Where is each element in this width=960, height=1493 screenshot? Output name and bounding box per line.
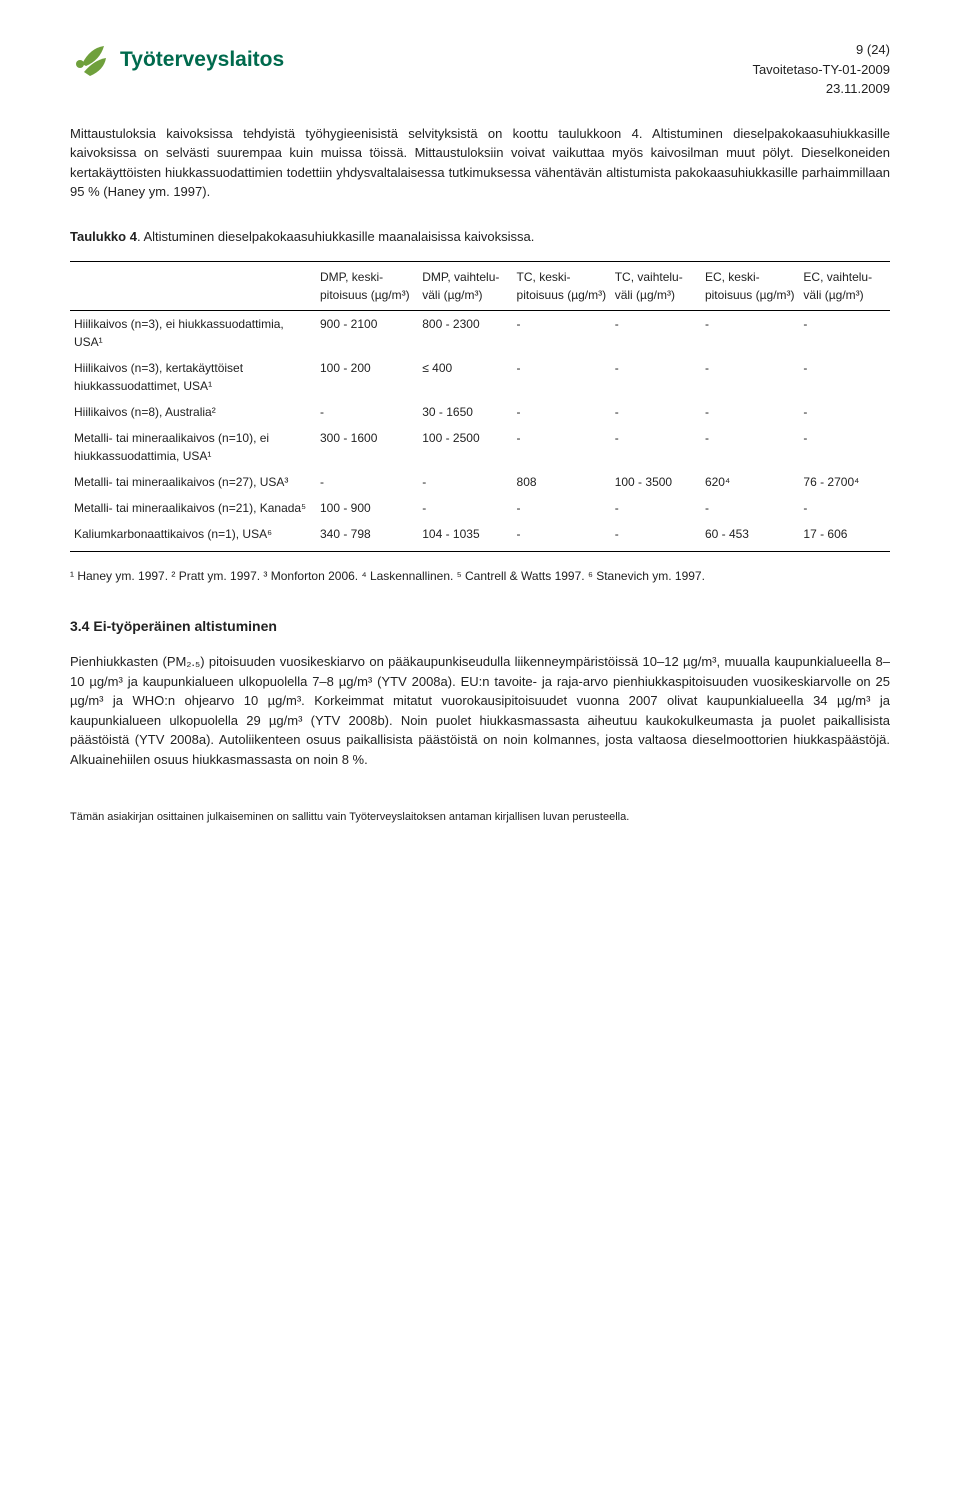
table-cell: 100 - 3500 bbox=[611, 469, 701, 495]
brand-logo: Työterveyslaitos bbox=[70, 40, 284, 80]
table-cell: - bbox=[701, 355, 799, 399]
table-cell: ≤ 400 bbox=[418, 355, 512, 399]
table-cell: - bbox=[799, 311, 890, 356]
table-cell: 900 - 2100 bbox=[316, 311, 418, 356]
intro-paragraph: Mittaustuloksia kaivoksissa tehdyistä ty… bbox=[70, 124, 890, 202]
table-cell: 104 - 1035 bbox=[418, 521, 512, 552]
section-paragraph: Pienhiukkasten (PM₂.₅) pitoisuuden vuosi… bbox=[70, 652, 890, 769]
table-row: Metalli- tai mineraalikaivos (n=10), ei … bbox=[70, 425, 890, 469]
page-header: Työterveyslaitos 9 (24) Tavoitetaso-TY-0… bbox=[70, 40, 890, 99]
table-cell: - bbox=[799, 355, 890, 399]
table-cell: - bbox=[799, 495, 890, 521]
table-cell: - bbox=[611, 521, 701, 552]
table-cell: - bbox=[513, 399, 611, 425]
table-cell: - bbox=[701, 399, 799, 425]
table-cell: - bbox=[611, 425, 701, 469]
table-cell: - bbox=[701, 311, 799, 356]
col-tc-mean: TC, keski-pitoisuus (µg/m³) bbox=[513, 262, 611, 311]
table-cell: 76 - 2700⁴ bbox=[799, 469, 890, 495]
table-cell: - bbox=[611, 311, 701, 356]
table-caption-label: Taulukko 4 bbox=[70, 229, 137, 244]
table-cell: 340 - 798 bbox=[316, 521, 418, 552]
table-cell: - bbox=[316, 399, 418, 425]
table-cell: 100 - 200 bbox=[316, 355, 418, 399]
table-cell: - bbox=[513, 311, 611, 356]
table-cell: 808 bbox=[513, 469, 611, 495]
table-header-row: DMP, keski-pitoisuus (µg/m³) DMP, vaihte… bbox=[70, 262, 890, 311]
table-row: Metalli- tai mineraalikaivos (n=27), USA… bbox=[70, 469, 890, 495]
doc-date: 23.11.2009 bbox=[752, 79, 890, 99]
col-tc-range: TC, vaihtelu-väli (µg/m³) bbox=[611, 262, 701, 311]
table-cell: - bbox=[799, 399, 890, 425]
table-cell: - bbox=[611, 495, 701, 521]
table-cell: 100 - 2500 bbox=[418, 425, 512, 469]
row-label: Hiilikaivos (n=3), kertakäyttöiset hiukk… bbox=[70, 355, 316, 399]
table-cell: 60 - 453 bbox=[701, 521, 799, 552]
doc-reference: Tavoitetaso-TY-01-2009 bbox=[752, 60, 890, 80]
copyright-notice: Tämän asiakirjan osittainen julkaisemine… bbox=[70, 809, 890, 826]
col-ec-mean: EC, keski-pitoisuus (µg/m³) bbox=[701, 262, 799, 311]
table-cell: - bbox=[799, 425, 890, 469]
table-cell: 800 - 2300 bbox=[418, 311, 512, 356]
section-heading: 3.4 Ei-työperäinen altistuminen bbox=[70, 616, 890, 637]
table-cell: - bbox=[611, 355, 701, 399]
table-cell: - bbox=[513, 495, 611, 521]
col-dmp-mean: DMP, keski-pitoisuus (µg/m³) bbox=[316, 262, 418, 311]
page-number: 9 (24) bbox=[752, 40, 890, 60]
table-cell: - bbox=[513, 425, 611, 469]
table-cell: - bbox=[513, 521, 611, 552]
table-row: Kaliumkarbonaattikaivos (n=1), USA⁶340 -… bbox=[70, 521, 890, 552]
table-cell: - bbox=[701, 425, 799, 469]
table-cell: 300 - 1600 bbox=[316, 425, 418, 469]
table-cell: 620⁴ bbox=[701, 469, 799, 495]
table-cell: - bbox=[316, 469, 418, 495]
page-container: Työterveyslaitos 9 (24) Tavoitetaso-TY-0… bbox=[0, 0, 960, 887]
row-label: Hiilikaivos (n=8), Australia² bbox=[70, 399, 316, 425]
row-label: Metalli- tai mineraalikaivos (n=10), ei … bbox=[70, 425, 316, 469]
table-cell: - bbox=[418, 495, 512, 521]
table-row: Hiilikaivos (n=8), Australia²-30 - 1650-… bbox=[70, 399, 890, 425]
table-cell: 17 - 606 bbox=[799, 521, 890, 552]
col-dmp-range: DMP, vaihtelu-väli (µg/m³) bbox=[418, 262, 512, 311]
table-footnotes: ¹ Haney ym. 1997. ² Pratt ym. 1997. ³ Mo… bbox=[70, 567, 890, 586]
table-caption-text: . Altistuminen dieselpakokaasuhiukkasill… bbox=[137, 229, 534, 244]
table-row: Hiilikaivos (n=3), ei hiukkassuodattimia… bbox=[70, 311, 890, 356]
leaf-icon bbox=[70, 40, 110, 80]
row-label: Metalli- tai mineraalikaivos (n=21), Kan… bbox=[70, 495, 316, 521]
table-row: Metalli- tai mineraalikaivos (n=21), Kan… bbox=[70, 495, 890, 521]
table-header-empty bbox=[70, 262, 316, 311]
table-cell: - bbox=[513, 355, 611, 399]
measurement-table: DMP, keski-pitoisuus (µg/m³) DMP, vaihte… bbox=[70, 261, 890, 552]
table-cell: - bbox=[611, 399, 701, 425]
header-meta: 9 (24) Tavoitetaso-TY-01-2009 23.11.2009 bbox=[752, 40, 890, 99]
table-cell: - bbox=[418, 469, 512, 495]
table-cell: 30 - 1650 bbox=[418, 399, 512, 425]
row-label: Kaliumkarbonaattikaivos (n=1), USA⁶ bbox=[70, 521, 316, 552]
table-caption: Taulukko 4. Altistuminen dieselpakokaasu… bbox=[70, 227, 890, 247]
table-body: Hiilikaivos (n=3), ei hiukkassuodattimia… bbox=[70, 311, 890, 552]
table-row: Hiilikaivos (n=3), kertakäyttöiset hiukk… bbox=[70, 355, 890, 399]
table-cell: - bbox=[701, 495, 799, 521]
row-label: Metalli- tai mineraalikaivos (n=27), USA… bbox=[70, 469, 316, 495]
table-cell: 100 - 900 bbox=[316, 495, 418, 521]
col-ec-range: EC, vaihtelu-väli (µg/m³) bbox=[799, 262, 890, 311]
brand-name: Työterveyslaitos bbox=[120, 44, 284, 76]
row-label: Hiilikaivos (n=3), ei hiukkassuodattimia… bbox=[70, 311, 316, 356]
